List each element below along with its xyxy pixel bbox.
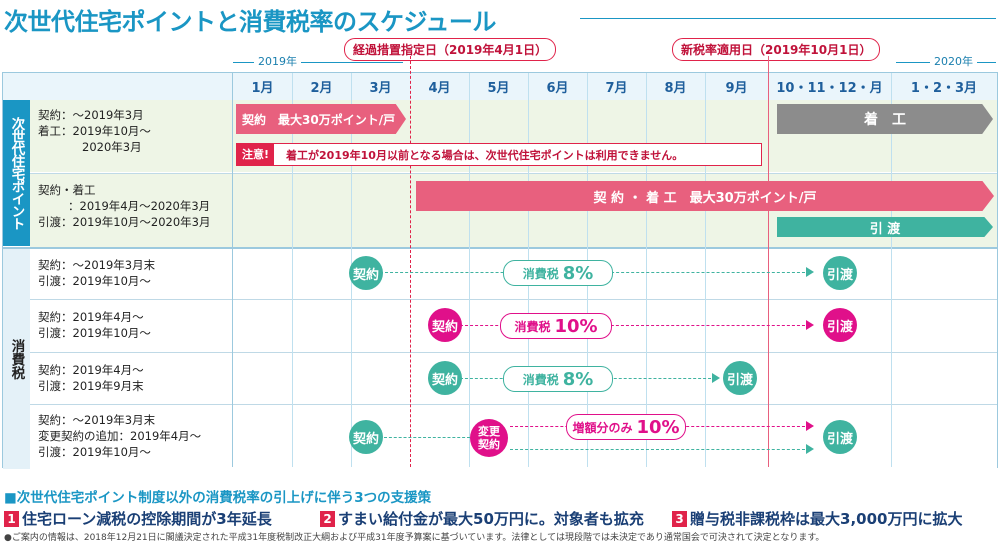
points-sidebar-label: 次世代住宅ポイント <box>8 116 25 230</box>
month-divider <box>891 73 892 467</box>
year-2019-line <box>233 62 403 63</box>
arrow-head-icon <box>806 320 814 330</box>
measure-number: 2 <box>320 510 335 527</box>
tax-rate-pill: 消費税 10% <box>500 313 612 339</box>
delivery-circle: 引渡 <box>723 361 757 395</box>
transitional-date-marker: 経過措置指定日（2019年4月1日） <box>344 38 557 61</box>
month-header: 7月 <box>605 81 628 96</box>
measures-heading: ■次世代住宅ポイント制度以外の消費税率の引上げに伴う3つの支援策 <box>4 490 432 506</box>
tax-row-4-base-line-continued <box>510 449 810 450</box>
construction-bar: 着 工 <box>777 104 993 134</box>
condition-column-divider <box>232 73 233 467</box>
delivery-circle: 引渡 <box>823 256 857 290</box>
contract-points-bar: 契約 最大30万ポイント/戸 <box>236 104 406 134</box>
footnote: ●ご案内の情報は、2018年12月21日に閣議決定された平成31年度税制改正大綱… <box>4 533 825 543</box>
month-header: 9月 <box>725 81 748 96</box>
points-sidebar: 次世代住宅ポイント <box>3 100 30 246</box>
tax-rate-pill: 消費税 8% <box>503 260 613 286</box>
notice-tag: 注意! <box>237 144 275 165</box>
month-header: 3月 <box>369 81 392 96</box>
month-divider <box>469 73 470 467</box>
month-header: 1・2・3月 <box>910 81 978 96</box>
month-header: 10・11・12・月 <box>776 81 883 96</box>
arrow-head-icon <box>806 267 814 277</box>
measure-1: 1 住宅ローン減税の控除期間が3年延長 <box>4 508 272 529</box>
notice-box: 注意! 着工が2019年10月以前となる場合は、次世代住宅ポイントは利用できませ… <box>236 143 762 166</box>
month-divider <box>705 73 706 467</box>
points-row-2-condition: 契約・着工 ：2019年4月～2020年3月 引渡：2019年10月～2020年3月 <box>38 183 211 229</box>
new-rate-date-line <box>768 56 769 467</box>
delivery-circle: 引渡 <box>823 420 857 454</box>
notice-text: 着工が2019年10月以前となる場合は、次世代住宅ポイントは利用できません。 <box>286 148 684 162</box>
arrow-head-icon <box>806 421 814 431</box>
new-rate-date-marker: 新税率適用日（2019年10月1日） <box>672 38 881 61</box>
measure-number: 1 <box>4 510 19 527</box>
tax-row-4-base-line <box>384 437 470 438</box>
year-2019-label: 2019年 <box>254 53 301 69</box>
month-divider <box>646 73 647 467</box>
month-header: 6月 <box>546 81 569 96</box>
measure-3: 3 贈与税非課税枠は最大3,000万円に拡大 <box>672 508 962 529</box>
measure-text: すまい給付金が最大50万円に。対象者も拡充 <box>338 510 644 528</box>
tax-sidebar: 消費税 <box>3 247 30 469</box>
contract-circle: 契約 <box>349 256 383 290</box>
tax-row-2-line <box>460 325 810 326</box>
year-2020-label: 2020年 <box>930 53 977 69</box>
transitional-date-line <box>410 56 411 467</box>
month-header: 4月 <box>428 81 451 96</box>
measure-text: 贈与税非課税枠は最大3,000万円に拡大 <box>690 510 963 528</box>
tax-sidebar-label: 消費税 <box>8 338 25 380</box>
title-rule <box>580 18 996 19</box>
arrow-head-icon <box>712 373 720 383</box>
tax-row-4-condition: 契約：～2019年3月末 変更契約の追加：2019年4月～ 引渡：2019年10月～ <box>38 413 202 459</box>
tax-row-3-condition: 契約：2019年4月～ 引渡：2019年9月末 <box>38 363 144 393</box>
points-row-1-condition: 契約：～2019年3月 着工：2019年10月～ 2020年3月 <box>38 108 151 154</box>
tax-row-2-condition: 契約：2019年4月～ 引渡：2019年10月～ <box>38 310 151 340</box>
delivery-bar: 引 渡 <box>777 217 993 237</box>
contract-construction-points-bar: 契 約 ・ 着 工 最大30万ポイント/戸 <box>416 181 994 211</box>
month-header: 1月 <box>251 81 274 96</box>
delivery-circle: 引渡 <box>823 308 857 342</box>
page-title: 次世代住宅ポイントと消費税率のスケジュール <box>4 8 496 36</box>
month-header: 8月 <box>664 81 687 96</box>
contract-circle: 契約 <box>349 420 383 454</box>
measure-number: 3 <box>672 510 687 527</box>
change-contract-circle: 変更契約 <box>470 419 508 457</box>
measure-2: 2 すまい給付金が最大50万円に。対象者も拡充 <box>320 508 644 529</box>
tax-row-1-condition: 契約：～2019年3月末 引渡：2019年10月～ <box>38 258 156 288</box>
arrow-head-icon <box>806 444 814 454</box>
month-divider <box>292 73 293 467</box>
month-header: 2月 <box>310 81 333 96</box>
increment-rate-pill: 増額分のみ 10% <box>566 414 686 440</box>
month-header: 5月 <box>487 81 510 96</box>
contract-circle: 契約 <box>428 361 462 395</box>
tax-rate-pill: 消費税 8% <box>503 366 613 392</box>
measure-text: 住宅ローン減税の控除期間が3年延長 <box>22 510 272 528</box>
contract-circle: 契約 <box>428 308 462 342</box>
